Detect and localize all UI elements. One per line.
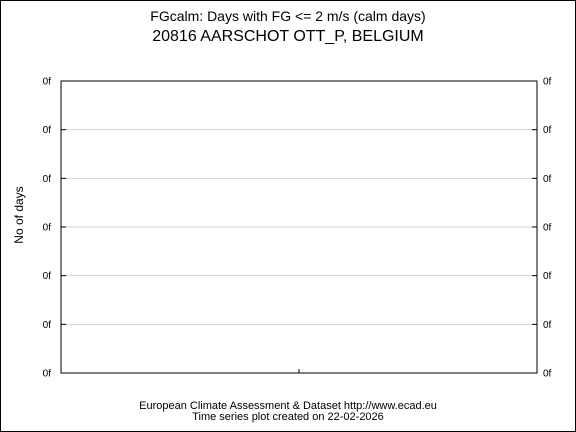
footer-credit: European Climate Assessment & Dataset ht… xyxy=(139,400,437,412)
y-tick-label-left: 0f xyxy=(43,271,52,282)
y-tick-label-right: 0f xyxy=(543,174,552,185)
y-tick-label-right: 0f xyxy=(543,223,552,234)
chart-title: FGcalm: Days with FG <= 2 m/s (calm days… xyxy=(150,8,426,24)
y-tick-label-right: 0f xyxy=(543,125,552,136)
y-tick-label-left: 0f xyxy=(43,125,52,136)
y-tick-label-left: 0f xyxy=(43,77,52,88)
y-tick-label-right: 0f xyxy=(543,369,552,380)
chart-subtitle: 20816 AARSCHOT OTT_P, BELGIUM xyxy=(152,28,424,45)
footer-created-date: Time series plot created on 22-02-2026 xyxy=(192,411,384,423)
axis-ticks: 0f 0f 0f 0f 0f 0f 0f 0f 0f 0f 0f 0f 0f 0f xyxy=(43,77,552,380)
y-tick-label-left: 0f xyxy=(43,223,52,234)
y-tick-label-left: 0f xyxy=(43,320,52,331)
y-tick-label-right: 0f xyxy=(543,320,552,331)
y-tick-label-left: 0f xyxy=(43,174,52,185)
grid-lines xyxy=(61,129,537,325)
y-tick-label-right: 0f xyxy=(543,271,552,282)
y-tick-label-right: 0f xyxy=(543,77,552,88)
y-tick-label-left: 0f xyxy=(43,369,52,380)
